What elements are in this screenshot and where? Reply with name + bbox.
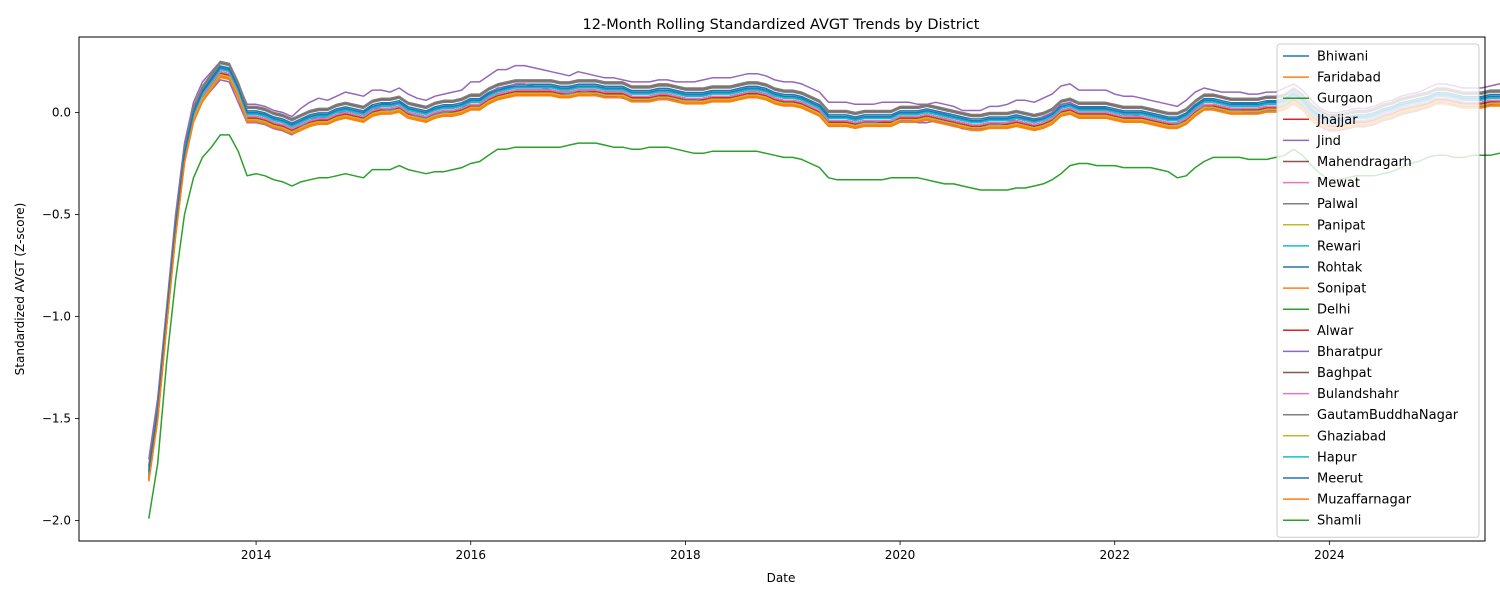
legend-item-gautambuddhanagar[interactable]: GautamBuddhaNagar — [1283, 408, 1459, 423]
legend-label: Baghpat — [1317, 366, 1372, 381]
legend-label: Mewat — [1317, 176, 1360, 191]
legend-item-shamli[interactable]: Shamli — [1283, 514, 1361, 529]
legend-label: Alwar — [1317, 324, 1354, 339]
legend-item-ghaziabad[interactable]: Ghaziabad — [1283, 429, 1386, 444]
y-tick-label: −1.5 — [42, 412, 71, 426]
legend-label: Bharatpur — [1317, 345, 1383, 360]
chart-title: 12-Month Rolling Standardized AVGT Trend… — [583, 17, 980, 33]
legend-item-palwal[interactable]: Palwal — [1283, 197, 1358, 212]
x-axis: 2014 2016 2018 2020 2022 2024 — [241, 541, 1345, 562]
legend-item-mewat[interactable]: Mewat — [1283, 176, 1360, 191]
legend-item-bulandshahr[interactable]: Bulandshahr — [1283, 387, 1399, 402]
legend-item-faridabad[interactable]: Faridabad — [1283, 71, 1381, 86]
legend-label: Panipat — [1317, 218, 1365, 233]
legend-item-delhi[interactable]: Delhi — [1283, 303, 1350, 318]
legend-item-gurgaon[interactable]: Gurgaon — [1283, 92, 1373, 107]
legend[interactable]: Bhiwani Faridabad Gurgaon Jhajjar Jind Mahend… — [1276, 43, 1480, 538]
legend-label: Delhi — [1317, 303, 1350, 318]
x-tick-label: 2018 — [670, 548, 701, 562]
legend-label: Bulandshahr — [1317, 387, 1399, 402]
legend-item-muzaffarnagar[interactable]: Muzaffarnagar — [1283, 493, 1412, 508]
x-tick-label: 2024 — [1314, 548, 1345, 562]
legend-label: Hapur — [1317, 450, 1357, 465]
legend-label: Muzaffarnagar — [1317, 493, 1412, 508]
y-axis-label: Standardized AVGT (Z-score) — [13, 203, 27, 376]
legend-item-hapur[interactable]: Hapur — [1283, 450, 1357, 465]
legend-item-sonipat[interactable]: Sonipat — [1283, 282, 1366, 297]
x-axis-label: Date — [767, 571, 796, 585]
x-tick-label: 2022 — [1099, 548, 1130, 562]
y-axis: −2.0 −1.5 −1.0 −0.5 0.0 — [42, 105, 79, 528]
legend-label: Palwal — [1317, 197, 1358, 212]
legend-label: Faridabad — [1317, 71, 1381, 86]
legend-item-mahendragarh[interactable]: Mahendragarh — [1283, 155, 1412, 170]
legend-item-rewari[interactable]: Rewari — [1283, 239, 1361, 254]
legend-item-jhajjar[interactable]: Jhajjar — [1283, 113, 1358, 128]
legend-label: Shamli — [1317, 514, 1361, 529]
plot-frame — [78, 36, 1486, 542]
legend-item-bhiwani[interactable]: Bhiwani — [1283, 50, 1368, 65]
legend-item-jind[interactable]: Jind — [1283, 134, 1341, 149]
legend-item-panipat[interactable]: Panipat — [1283, 218, 1365, 233]
x-tick-label: 2016 — [455, 548, 486, 562]
y-tick-label: −0.5 — [42, 208, 71, 222]
legend-label: Rohtak — [1317, 261, 1363, 276]
legend-box — [1276, 43, 1480, 538]
x-tick-label: 2014 — [241, 548, 272, 562]
y-tick-label: −2.0 — [42, 514, 71, 528]
legend-label: Jind — [1316, 134, 1341, 149]
legend-item-alwar[interactable]: Alwar — [1283, 324, 1354, 339]
legend-label: Meerut — [1317, 472, 1363, 487]
x-tick-label: 2020 — [885, 548, 916, 562]
legend-item-meerut[interactable]: Meerut — [1283, 472, 1363, 487]
legend-label: GautamBuddhaNagar — [1317, 408, 1459, 423]
y-tick-label: −1.0 — [42, 310, 71, 324]
legend-label: Gurgaon — [1317, 92, 1373, 107]
legend-item-baghpat[interactable]: Baghpat — [1283, 366, 1372, 381]
legend-item-rohtak[interactable]: Rohtak — [1283, 261, 1363, 276]
legend-label: Mahendragarh — [1317, 155, 1412, 170]
legend-label: Jhajjar — [1316, 113, 1358, 128]
legend-label: Ghaziabad — [1317, 429, 1386, 444]
legend-label: Sonipat — [1317, 282, 1366, 297]
legend-label: Bhiwani — [1317, 50, 1368, 65]
legend-item-bharatpur[interactable]: Bharatpur — [1283, 345, 1383, 360]
legend-label: Rewari — [1317, 239, 1361, 254]
y-tick-label: 0.0 — [52, 105, 71, 119]
